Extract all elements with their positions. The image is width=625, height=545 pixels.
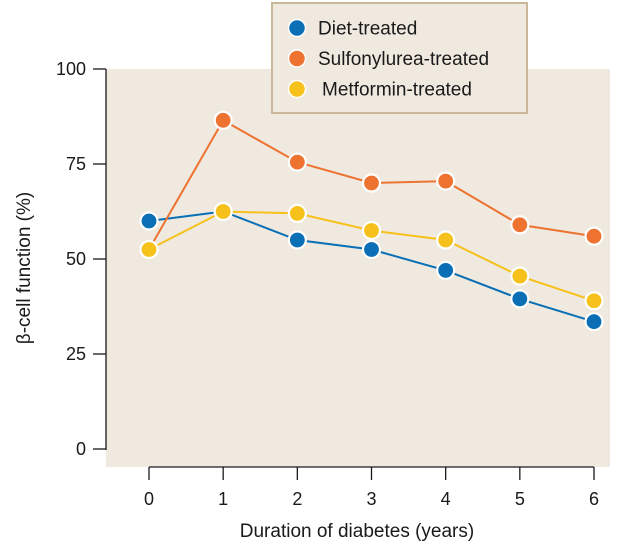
- legend-label: Sulfonylurea-treated: [318, 49, 489, 70]
- x-tick-label: 0: [144, 489, 154, 509]
- data-point-metformin-treated: [361, 220, 382, 241]
- data-point-metformin-treated: [287, 203, 307, 223]
- plot-background: [106, 69, 610, 467]
- x-tick-label: 2: [292, 489, 302, 509]
- data-point-sulfonylurea-treated: [584, 226, 604, 246]
- legend-label: Metformin-treated: [322, 80, 472, 101]
- data-point-metformin-treated: [436, 230, 456, 250]
- x-tick-label: 3: [366, 489, 376, 509]
- data-point-metformin-treated: [584, 291, 604, 311]
- data-point-metformin-treated: [213, 201, 233, 222]
- legend-label: Diet-treated: [318, 19, 417, 40]
- data-point-diet-treated: [510, 289, 530, 309]
- data-point-metformin-treated: [510, 266, 530, 286]
- data-point-diet-treated: [436, 260, 456, 280]
- y-axis-label: β-cell function (%): [14, 192, 35, 344]
- data-point-metformin-treated: [139, 239, 159, 260]
- y-tick-label: 100: [56, 59, 86, 79]
- data-point-sulfonylurea-treated: [213, 110, 233, 130]
- x-ticks: 0 1 2 3 4 5 6: [144, 467, 599, 509]
- x-tick-label: 6: [589, 489, 599, 509]
- data-point-sulfonylurea-treated: [510, 215, 530, 235]
- legend-marker: [287, 18, 307, 38]
- data-point-diet-treated: [361, 239, 382, 260]
- y-ticks: 0 25 50 75 100: [56, 59, 106, 459]
- series-layer: [139, 110, 604, 332]
- legend-marker: [287, 49, 307, 68]
- data-point-sulfonylurea-treated: [287, 152, 307, 172]
- legend: Diet-treated Sulfonylurea-treated Metformi…: [271, 2, 528, 114]
- data-point-sulfonylurea-treated: [436, 171, 456, 191]
- x-axis-label: Duration of diabetes (years): [240, 521, 474, 542]
- legend-box: [271, 2, 528, 114]
- legend-marker: [287, 79, 307, 99]
- y-tick-label: 50: [66, 249, 86, 269]
- y-tick-label: 0: [76, 439, 86, 459]
- data-point-diet-treated: [139, 211, 159, 231]
- x-tick-label: 4: [441, 489, 451, 509]
- data-point-diet-treated: [287, 230, 307, 250]
- x-tick-label: 1: [218, 489, 228, 509]
- y-tick-label: 75: [66, 154, 86, 174]
- data-point-diet-treated: [584, 312, 604, 332]
- y-tick-label: 25: [66, 344, 86, 364]
- data-point-sulfonylurea-treated: [361, 173, 382, 193]
- x-tick-label: 5: [515, 489, 525, 509]
